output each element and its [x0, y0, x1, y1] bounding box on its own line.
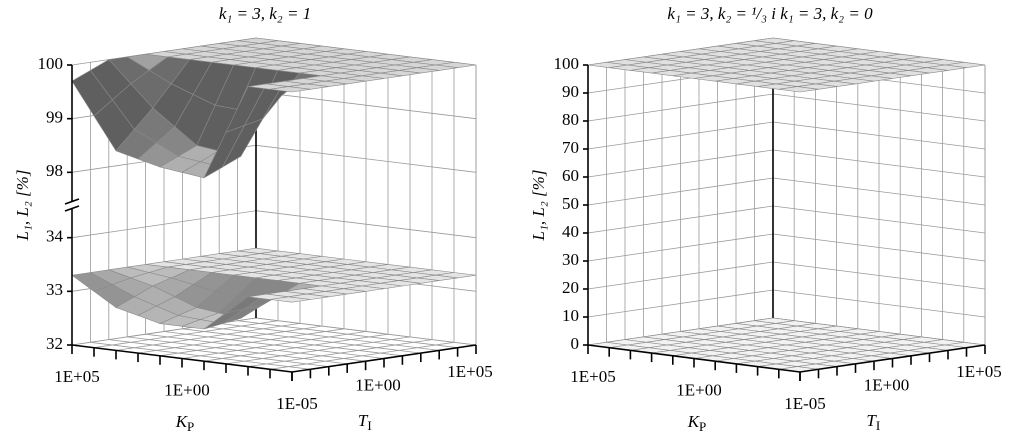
chart-title: k₁ = 3, k₂ = 1 [219, 4, 311, 23]
axis-label-main: T [358, 411, 369, 430]
z-tick-label: 98 [46, 161, 63, 180]
axis-break [64, 198, 80, 205]
axis-label-sub: P [699, 419, 706, 434]
z-tick-label: 99 [46, 108, 63, 127]
z-tick-label: 90 [562, 82, 579, 101]
ti-tick-label: 1E+05 [956, 362, 1001, 381]
ti-tick-label: 1E+05 [447, 362, 492, 381]
kp-axis [71, 344, 477, 373]
ti-tick-label: 1E+00 [864, 375, 909, 394]
floor-grid-line [182, 328, 403, 357]
z-axis-label: L₁, L₂ [%] [13, 170, 32, 242]
axis-label-sub: P [187, 419, 194, 434]
wall-grid-line [71, 210, 477, 239]
wall-grid-line [587, 233, 986, 262]
wall-grid-line [587, 121, 986, 150]
floor-grid-line [159, 328, 345, 357]
z-tick-label: 100 [38, 54, 64, 73]
z-tick-label: 100 [554, 54, 580, 73]
chart-title: k₁ = 3, k₂ = ¹/₃ i k₁ = 3, k₂ = 0 [667, 4, 873, 23]
z-tick-label: 60 [562, 166, 579, 185]
floor-grid-line [115, 323, 301, 351]
surface-cell [269, 296, 311, 303]
axis-label: KP [687, 412, 707, 434]
z-tick-label: 40 [562, 222, 579, 241]
surface-cell [269, 86, 311, 93]
kp-tick-label: 1E-05 [276, 394, 318, 413]
kp-tick-label: 1E-05 [784, 394, 826, 413]
wall-grid-line [71, 317, 477, 346]
z-tick-label: 32 [46, 334, 63, 353]
floor-grid-line [163, 331, 385, 359]
kp-tick-label: 1E+05 [570, 367, 615, 386]
kp-tick-label: 1E+00 [164, 380, 209, 399]
z-axis-label: L₁, L₂ [%] [529, 170, 548, 242]
floor-grid-line [137, 325, 323, 354]
axis-label: TI [866, 411, 880, 433]
z-tick-label: 70 [562, 138, 579, 157]
kp-tick-label: 1E+00 [676, 380, 721, 399]
floor-grid-line [93, 320, 279, 349]
z-tick-label: 10 [562, 306, 579, 325]
surface-cell [778, 86, 819, 93]
wall-grid-line [587, 149, 986, 178]
axis-break [64, 205, 80, 212]
axis-break-gap [66, 201, 78, 209]
wall-grid-line [587, 289, 986, 318]
kp-tick-label: 1E+05 [54, 367, 99, 386]
ti-tick-label: 1E+00 [355, 375, 400, 394]
wall-grid-line [587, 261, 986, 290]
z-tick-label: 30 [562, 250, 579, 269]
axis-label: TI [358, 411, 372, 433]
z-tick-label: 33 [46, 280, 63, 299]
axis-label-main: K [687, 412, 701, 431]
wall-grid-line [587, 177, 986, 206]
z-tick-label: 20 [562, 278, 579, 297]
z-tick-label: 0 [571, 334, 580, 353]
axis-label-sub: I [876, 418, 880, 433]
wall-grid-line [587, 205, 986, 234]
axis-label-main: T [866, 411, 877, 430]
z-tick-label: 34 [46, 227, 64, 246]
floor-grid-line [200, 325, 421, 354]
axis-label: KP [175, 412, 195, 434]
z-tick-label: 80 [562, 110, 579, 129]
wall-grid-line [587, 93, 986, 122]
floor-grid-line [237, 320, 458, 349]
axis-label-sub: I [367, 418, 371, 433]
z-tick-label: 50 [562, 194, 579, 213]
axis-label-main: K [175, 412, 189, 431]
floor-grid-line [219, 323, 440, 351]
